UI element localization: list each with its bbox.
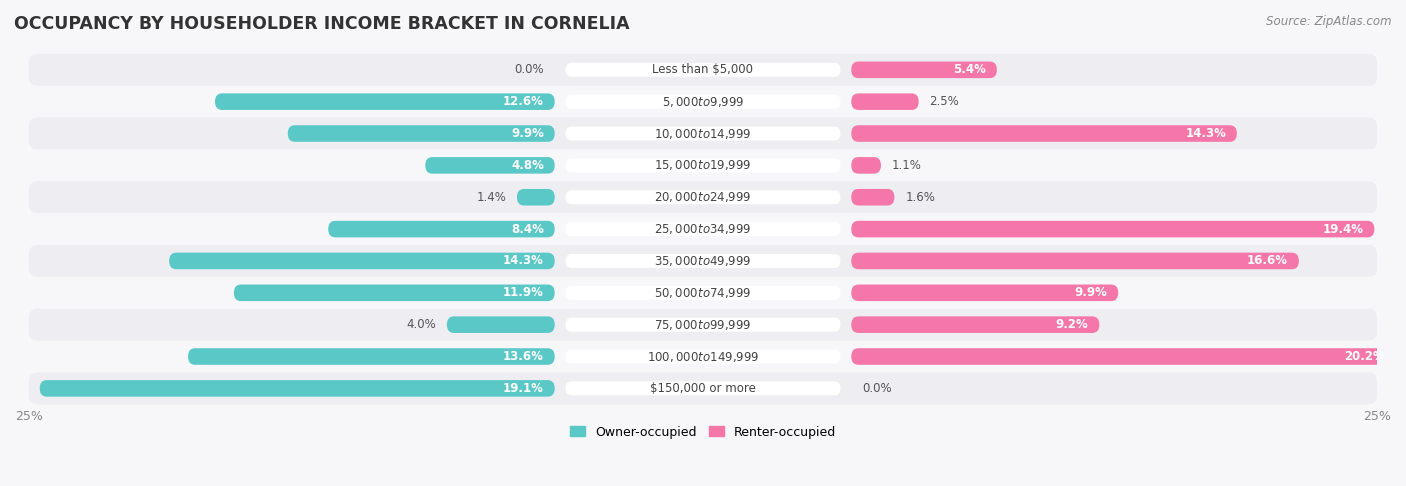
- FancyBboxPatch shape: [565, 95, 841, 109]
- Text: 4.0%: 4.0%: [406, 318, 436, 331]
- Text: 1.6%: 1.6%: [905, 191, 935, 204]
- FancyBboxPatch shape: [30, 54, 1376, 86]
- FancyBboxPatch shape: [30, 372, 1376, 404]
- FancyBboxPatch shape: [851, 284, 1118, 301]
- Text: OCCUPANCY BY HOUSEHOLDER INCOME BRACKET IN CORNELIA: OCCUPANCY BY HOUSEHOLDER INCOME BRACKET …: [14, 15, 630, 33]
- FancyBboxPatch shape: [565, 349, 841, 364]
- FancyBboxPatch shape: [288, 125, 555, 142]
- Text: 9.9%: 9.9%: [1074, 286, 1108, 299]
- Text: 2.5%: 2.5%: [929, 95, 959, 108]
- Text: 14.3%: 14.3%: [503, 255, 544, 267]
- FancyBboxPatch shape: [851, 316, 1099, 333]
- Text: $25,000 to $34,999: $25,000 to $34,999: [654, 222, 752, 236]
- FancyBboxPatch shape: [851, 253, 1299, 269]
- FancyBboxPatch shape: [851, 62, 997, 78]
- FancyBboxPatch shape: [447, 316, 555, 333]
- FancyBboxPatch shape: [30, 181, 1376, 213]
- Text: Less than $5,000: Less than $5,000: [652, 63, 754, 76]
- Text: 13.6%: 13.6%: [503, 350, 544, 363]
- Text: 16.6%: 16.6%: [1247, 255, 1288, 267]
- FancyBboxPatch shape: [851, 125, 1237, 142]
- FancyBboxPatch shape: [215, 93, 555, 110]
- FancyBboxPatch shape: [39, 380, 555, 397]
- Text: 9.9%: 9.9%: [510, 127, 544, 140]
- FancyBboxPatch shape: [851, 93, 918, 110]
- FancyBboxPatch shape: [30, 341, 1376, 372]
- Text: $5,000 to $9,999: $5,000 to $9,999: [662, 95, 744, 109]
- FancyBboxPatch shape: [565, 254, 841, 268]
- FancyBboxPatch shape: [30, 277, 1376, 309]
- FancyBboxPatch shape: [30, 86, 1376, 118]
- Text: Source: ZipAtlas.com: Source: ZipAtlas.com: [1267, 15, 1392, 28]
- FancyBboxPatch shape: [169, 253, 555, 269]
- FancyBboxPatch shape: [851, 221, 1375, 237]
- FancyBboxPatch shape: [565, 222, 841, 236]
- FancyBboxPatch shape: [30, 309, 1376, 341]
- Text: $20,000 to $24,999: $20,000 to $24,999: [654, 190, 752, 204]
- Text: $35,000 to $49,999: $35,000 to $49,999: [654, 254, 752, 268]
- FancyBboxPatch shape: [517, 189, 555, 206]
- FancyBboxPatch shape: [565, 382, 841, 396]
- FancyBboxPatch shape: [425, 157, 555, 174]
- Text: 11.9%: 11.9%: [503, 286, 544, 299]
- Text: 19.4%: 19.4%: [1323, 223, 1364, 236]
- Text: $10,000 to $14,999: $10,000 to $14,999: [654, 126, 752, 140]
- FancyBboxPatch shape: [30, 118, 1376, 150]
- FancyBboxPatch shape: [851, 157, 882, 174]
- FancyBboxPatch shape: [565, 286, 841, 300]
- Legend: Owner-occupied, Renter-occupied: Owner-occupied, Renter-occupied: [565, 420, 841, 444]
- FancyBboxPatch shape: [851, 189, 894, 206]
- FancyBboxPatch shape: [851, 348, 1396, 365]
- FancyBboxPatch shape: [188, 348, 555, 365]
- Text: 14.3%: 14.3%: [1185, 127, 1226, 140]
- Text: 4.8%: 4.8%: [510, 159, 544, 172]
- Text: 1.1%: 1.1%: [891, 159, 921, 172]
- FancyBboxPatch shape: [30, 150, 1376, 181]
- FancyBboxPatch shape: [565, 158, 841, 173]
- Text: 0.0%: 0.0%: [862, 382, 891, 395]
- FancyBboxPatch shape: [565, 126, 841, 140]
- Text: 5.4%: 5.4%: [953, 63, 986, 76]
- Text: 19.1%: 19.1%: [503, 382, 544, 395]
- Text: $75,000 to $99,999: $75,000 to $99,999: [654, 318, 752, 331]
- Text: $15,000 to $19,999: $15,000 to $19,999: [654, 158, 752, 173]
- Text: $100,000 to $149,999: $100,000 to $149,999: [647, 349, 759, 364]
- Text: 1.4%: 1.4%: [477, 191, 506, 204]
- FancyBboxPatch shape: [565, 63, 841, 77]
- Text: 12.6%: 12.6%: [503, 95, 544, 108]
- Text: 20.2%: 20.2%: [1344, 350, 1385, 363]
- FancyBboxPatch shape: [233, 284, 555, 301]
- FancyBboxPatch shape: [565, 190, 841, 204]
- FancyBboxPatch shape: [565, 318, 841, 331]
- Text: 8.4%: 8.4%: [510, 223, 544, 236]
- FancyBboxPatch shape: [30, 245, 1376, 277]
- Text: $150,000 or more: $150,000 or more: [650, 382, 756, 395]
- Text: $50,000 to $74,999: $50,000 to $74,999: [654, 286, 752, 300]
- Text: 9.2%: 9.2%: [1056, 318, 1088, 331]
- FancyBboxPatch shape: [328, 221, 555, 237]
- Text: 0.0%: 0.0%: [515, 63, 544, 76]
- FancyBboxPatch shape: [30, 213, 1376, 245]
